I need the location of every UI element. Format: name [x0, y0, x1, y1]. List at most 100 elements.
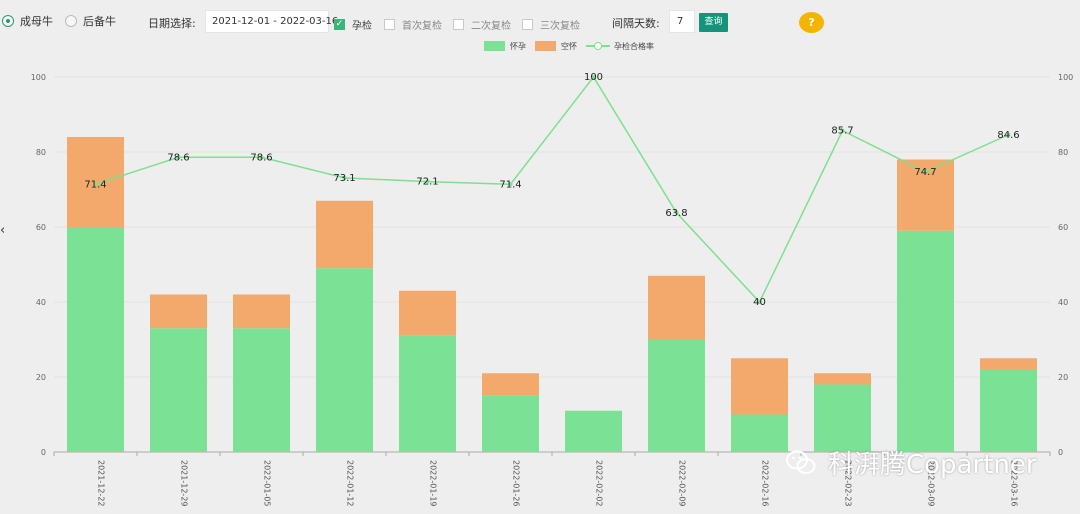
x-tick-label: 2022-03-16 — [1010, 460, 1019, 507]
radio-heifer-label: 后备牛 — [83, 15, 116, 28]
y2-tick-label: 80 — [1058, 148, 1068, 157]
bar-pregnant — [731, 414, 788, 452]
rate-point — [923, 169, 928, 174]
check-third-recheck-label: 三次复检 — [540, 21, 580, 32]
watermark-text: 科湃腾Copartner — [828, 450, 1037, 480]
check-pregnancy-label: 孕检 — [352, 21, 372, 32]
query-button[interactable]: 查询 — [699, 13, 728, 32]
radio-adult-cow-label: 成母牛 — [20, 15, 53, 28]
x-tick-label: 2022-01-12 — [346, 460, 355, 507]
rate-data-label: 74.7 — [914, 167, 936, 178]
legend-item-empty[interactable]: 空怀 — [535, 41, 577, 52]
rate-data-label: 63.8 — [665, 208, 687, 219]
radio-adult-cow[interactable]: 成母牛 — [2, 13, 53, 29]
rate-data-label: 78.6 — [167, 152, 189, 163]
bar-pregnant — [67, 227, 124, 452]
x-tick-label: 2022-03-09 — [927, 460, 936, 507]
x-tick-label: 2022-01-05 — [263, 460, 272, 507]
check-first-recheck[interactable]: 首次复检 — [384, 17, 442, 32]
x-tick-label: 2022-01-19 — [429, 460, 438, 507]
bar-pregnant — [316, 268, 373, 452]
bar-empty — [648, 275, 705, 340]
check-second-recheck[interactable]: 二次复检 — [453, 17, 511, 32]
interval-label: 间隔天数: — [612, 17, 660, 30]
rate-point — [1006, 132, 1011, 137]
x-tick-label: 2022-02-09 — [678, 460, 687, 507]
rate-data-label: 72.1 — [416, 177, 438, 188]
date-label: 日期选择: — [148, 17, 196, 30]
y-tick-label: 20 — [36, 373, 46, 382]
bar-empty — [482, 373, 539, 396]
legend-swatch-empty — [535, 41, 556, 51]
checkbox-icon — [522, 19, 533, 30]
bar-pregnant — [482, 395, 539, 452]
y2-tick-label: 20 — [1058, 373, 1068, 382]
checkbox-icon — [384, 19, 395, 30]
y-tick-label: 0 — [41, 448, 46, 457]
radio-heifer[interactable]: 后备牛 — [65, 13, 116, 29]
rate-data-label: 85.7 — [831, 126, 853, 137]
rate-line — [95, 75, 1009, 304]
legend-item-rate[interactable]: 孕检合格率 — [586, 41, 654, 52]
rate-point — [259, 155, 264, 160]
bar-empty — [814, 373, 871, 385]
checkbox-checked-icon — [334, 19, 345, 30]
help-icon[interactable]: ? — [799, 12, 824, 33]
y2-tick-label: 100 — [1058, 73, 1073, 82]
bar-empty — [399, 290, 456, 336]
watermark: 科湃腾Copartner — [786, 444, 1037, 481]
y-tick-label: 80 — [36, 148, 46, 157]
rate-point — [176, 155, 181, 160]
rate-data-label: 73.1 — [333, 173, 355, 184]
rate-point — [93, 182, 98, 187]
rate-data-label: 40 — [753, 297, 766, 308]
radio-unselected-icon — [65, 15, 77, 27]
rate-point — [508, 182, 513, 187]
bar-pregnant — [565, 410, 622, 452]
check-first-recheck-label: 首次复检 — [402, 21, 442, 32]
wechat-icon — [786, 450, 816, 474]
bar-empty — [731, 358, 788, 415]
interval-days-input[interactable]: 7 — [669, 10, 695, 33]
x-tick-label: 2022-01-26 — [512, 460, 521, 507]
bar-pregnant — [150, 328, 207, 452]
bar-pregnant — [399, 335, 456, 452]
legend-item-pregnant[interactable]: 怀孕 — [484, 41, 526, 52]
y-tick-label: 60 — [36, 223, 46, 232]
legend-swatch-rate — [586, 41, 610, 51]
y-tick-label: 100 — [31, 73, 46, 82]
bar-pregnant — [980, 369, 1037, 452]
bar-pregnant — [897, 230, 954, 452]
bar-pregnant — [233, 328, 290, 452]
x-tick-label: 2021-12-22 — [97, 460, 106, 507]
filter-toolbar: 成母牛 后备牛 日期选择: 2021-12-01 - 2022-03-16 孕检… — [0, 0, 1080, 40]
radio-selected-icon — [2, 15, 14, 27]
bar-empty — [150, 294, 207, 329]
rate-data-label: 100 — [584, 72, 603, 83]
rate-point — [591, 75, 596, 79]
rate-data-label: 71.4 — [84, 179, 106, 190]
bar-pregnant — [648, 339, 705, 452]
y-tick-label: 40 — [36, 298, 46, 307]
chevron-left-icon[interactable]: ‹ — [0, 223, 6, 238]
y2-tick-label: 40 — [1058, 298, 1068, 307]
rate-data-label: 84.6 — [997, 130, 1019, 141]
legend-label-pregnant: 怀孕 — [510, 41, 526, 51]
checkbox-icon — [453, 19, 464, 30]
rate-data-label: 71.4 — [499, 179, 521, 190]
x-tick-label: 2022-02-02 — [595, 460, 604, 507]
date-range-input[interactable]: 2021-12-01 - 2022-03-16 — [205, 10, 338, 33]
rate-point — [342, 175, 347, 180]
check-third-recheck[interactable]: 三次复检 — [522, 17, 580, 32]
bar-empty — [233, 294, 290, 329]
rate-point — [757, 300, 762, 304]
legend-label-empty: 空怀 — [561, 41, 577, 51]
rate-point — [840, 128, 845, 133]
legend-swatch-pregnant — [484, 41, 505, 51]
legend-label-rate: 孕检合格率 — [614, 41, 654, 51]
x-tick-label: 2022-02-23 — [844, 460, 853, 507]
bar-empty — [316, 200, 373, 269]
x-tick-label: 2022-02-16 — [761, 460, 770, 507]
check-pregnancy[interactable]: 孕检 — [334, 17, 372, 32]
